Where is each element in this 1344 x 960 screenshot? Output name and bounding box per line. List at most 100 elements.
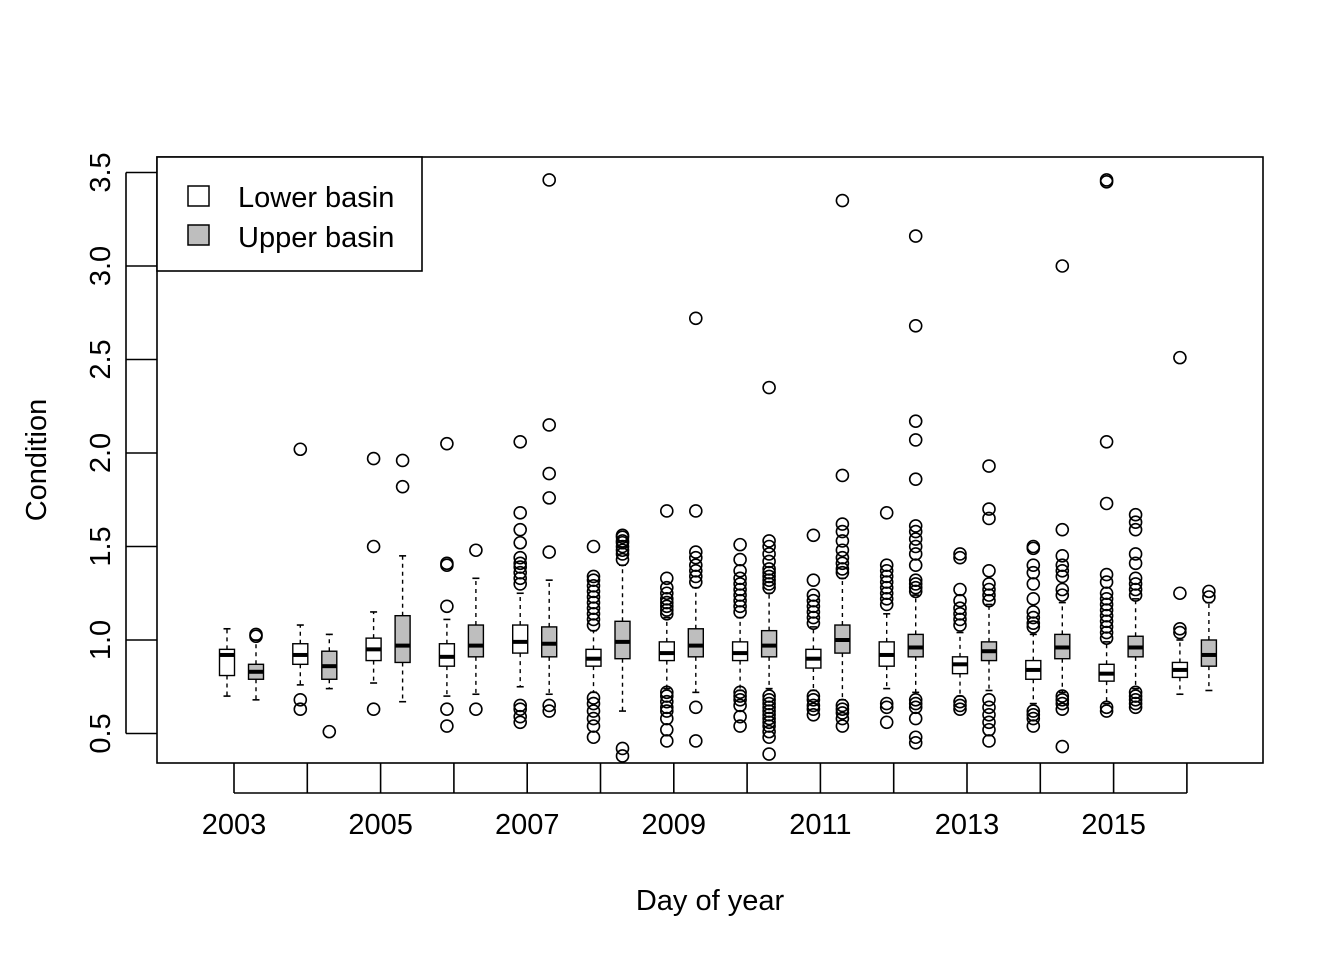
outlier-point xyxy=(1099,700,1114,715)
box-lower-basin-2006 xyxy=(438,436,456,733)
outlier-point xyxy=(1128,689,1143,703)
outlier-point xyxy=(908,524,923,539)
outlier-point xyxy=(908,414,923,429)
outlier-point xyxy=(733,685,747,700)
outlier-point xyxy=(1026,565,1041,580)
outlier-point xyxy=(1128,556,1143,571)
box-lower-basin-2014 xyxy=(1025,539,1042,733)
outlier-point xyxy=(1055,588,1070,602)
outlier-point xyxy=(733,719,747,733)
legend-box xyxy=(156,156,423,272)
outlier-point xyxy=(982,693,996,707)
outlier-point xyxy=(542,704,557,718)
outlier-point xyxy=(835,524,850,539)
outlier-point xyxy=(806,588,821,602)
outlier-point xyxy=(982,577,996,591)
box-lower-basin-2009 xyxy=(658,504,675,748)
outlier-point xyxy=(806,593,821,608)
outlier-point xyxy=(688,700,703,715)
iqr-box xyxy=(512,624,529,654)
y-tick-label: 3.5 xyxy=(85,152,117,192)
outlier-point xyxy=(659,689,674,703)
outlier-point xyxy=(908,472,923,486)
outlier-point xyxy=(835,698,850,713)
outlier-point xyxy=(366,451,381,466)
y-tick-label: 1.5 xyxy=(85,526,117,566)
iqr-box xyxy=(394,614,411,664)
outlier-point xyxy=(469,702,483,716)
outlier-point xyxy=(659,504,674,518)
outlier-point xyxy=(806,689,821,703)
outlier-point xyxy=(762,689,776,703)
outlier-point xyxy=(659,599,674,614)
box-lower-basin-2004 xyxy=(292,442,309,716)
outlier-point xyxy=(982,722,996,737)
y-tick-label: 1.0 xyxy=(85,620,117,660)
box-upper-basin-2008 xyxy=(614,528,631,763)
outlier-point xyxy=(1055,259,1070,273)
outlier-point xyxy=(1026,558,1041,573)
outlier-point xyxy=(879,696,894,711)
outlier-point xyxy=(982,707,996,722)
outlier-point xyxy=(762,747,776,761)
outlier-point xyxy=(762,539,776,554)
box-upper-basin-2013 xyxy=(980,459,998,748)
outlier-point xyxy=(806,702,821,716)
outlier-point xyxy=(513,565,528,580)
outlier-point xyxy=(1099,567,1114,582)
outlier-point xyxy=(835,193,850,208)
outlier-point xyxy=(688,550,703,565)
outlier-point xyxy=(659,734,674,748)
outlier-point xyxy=(908,229,923,243)
box-lower-basin-2012 xyxy=(878,506,895,730)
outlier-point xyxy=(688,734,703,748)
outlier-point xyxy=(879,715,894,730)
box-upper-basin-2010 xyxy=(760,380,778,761)
iqr-box xyxy=(467,624,485,658)
outlier-point xyxy=(586,719,601,733)
outlier-point xyxy=(659,580,674,595)
outlier-point xyxy=(806,528,821,543)
outlier-point xyxy=(835,543,850,558)
outlier-point xyxy=(513,535,528,550)
outlier-point xyxy=(1099,575,1114,589)
outlier-point xyxy=(762,562,776,576)
outlier-point xyxy=(659,595,674,610)
outlier-point xyxy=(440,436,454,451)
box-upper-basin-2009 xyxy=(687,311,704,748)
outlier-point xyxy=(982,582,996,597)
outlier-point xyxy=(586,696,601,711)
box-upper-basin-2007 xyxy=(541,173,558,718)
legend-swatch-upper-basin xyxy=(187,224,210,246)
outlier-point xyxy=(586,711,601,726)
outlier-point xyxy=(659,571,674,586)
outlier-point xyxy=(1055,558,1070,573)
outlier-point xyxy=(659,704,674,718)
outlier-point xyxy=(586,704,601,718)
outlier-point xyxy=(733,709,747,724)
outlier-point xyxy=(1055,702,1070,716)
y-tick-label: 2.0 xyxy=(85,433,117,473)
y-tick-label: 0.5 xyxy=(85,713,117,753)
outlier-point xyxy=(542,491,557,505)
outlier-point xyxy=(513,715,528,730)
outlier-point xyxy=(659,722,674,737)
outlier-point xyxy=(953,593,967,608)
outlier-point xyxy=(762,724,776,739)
outlier-point xyxy=(953,702,967,716)
outlier-point xyxy=(953,550,967,565)
box-lower-basin-2013 xyxy=(951,547,969,716)
outlier-point xyxy=(835,534,850,548)
outlier-point xyxy=(879,558,894,573)
x-tick-label: 2011 xyxy=(789,809,851,841)
box-upper-basin-2003 xyxy=(247,627,265,701)
outlier-point xyxy=(513,522,528,537)
outlier-point xyxy=(1026,620,1041,634)
outlier-point xyxy=(1026,539,1041,554)
outlier-point xyxy=(440,599,454,614)
outlier-point xyxy=(586,573,601,587)
outlier-point xyxy=(908,736,923,750)
box-upper-basin-2006 xyxy=(467,543,485,716)
outlier-point xyxy=(835,706,850,720)
outlier-point xyxy=(440,719,454,733)
